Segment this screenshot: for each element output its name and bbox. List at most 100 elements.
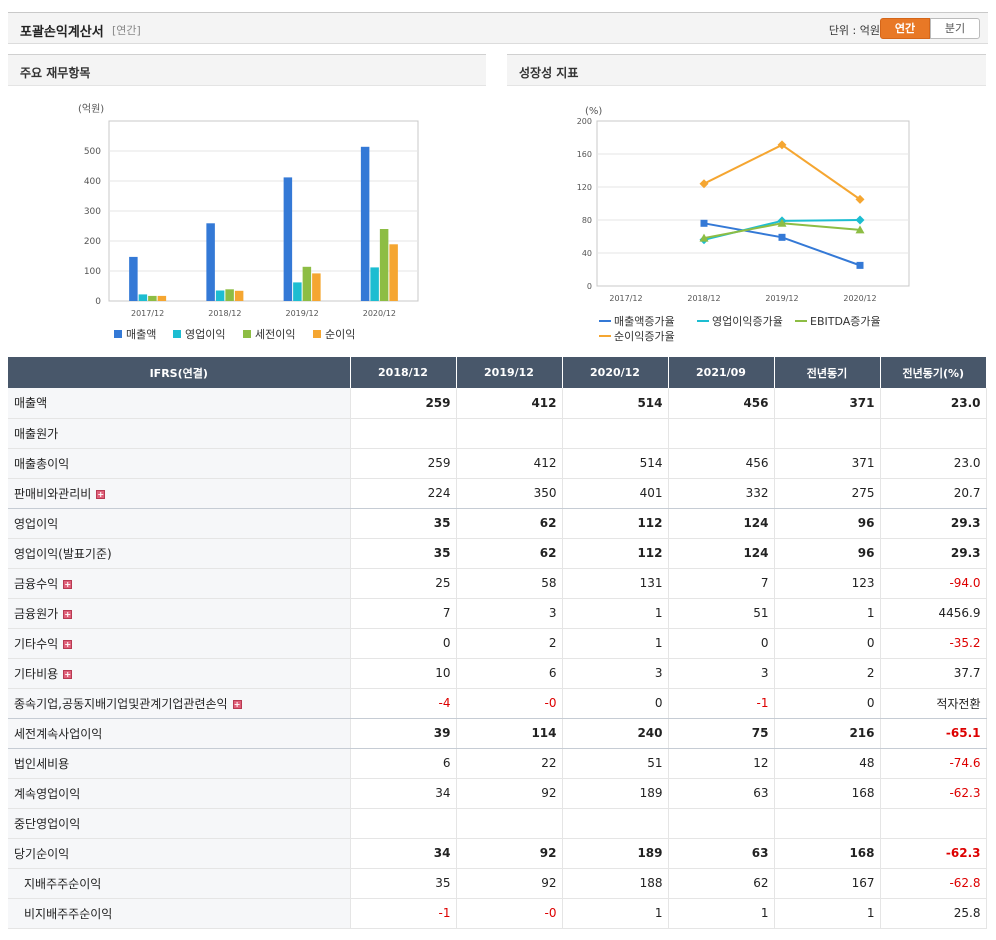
table-cell: 401 <box>562 478 669 509</box>
table-row: 중단영업이익 <box>8 808 987 839</box>
row-label: 중단영업이익 <box>8 808 351 839</box>
expand-plus-icon[interactable]: + <box>63 609 73 619</box>
table-cell: 7 <box>668 568 775 599</box>
table-cell: 2 <box>774 658 881 689</box>
point-marker <box>856 261 864 269</box>
table-cell: -0 <box>456 688 563 719</box>
point-marker <box>699 233 709 242</box>
table-cell <box>562 418 669 449</box>
expand-plus-icon[interactable]: + <box>96 489 106 499</box>
y-tick-label: 0 <box>95 297 101 307</box>
table-cell: 224 <box>350 478 457 509</box>
table-cell: 63 <box>668 778 775 809</box>
table-cell: 1 <box>562 598 669 629</box>
table-cell <box>668 418 775 449</box>
row-label-text: 영업이익 <box>14 516 59 531</box>
table-cell: -94.0 <box>880 568 987 599</box>
row-label[interactable]: 기타비용 + <box>8 658 351 689</box>
tab-quarter[interactable]: 분기 <box>930 18 980 39</box>
row-label-text: 영업이익(발표기준) <box>14 546 112 561</box>
panel-title: 성장성 지표 <box>507 54 986 86</box>
table-cell: 259 <box>350 388 457 419</box>
table-cell: 35 <box>350 508 457 539</box>
table-row: 금융수익 +25 58 131 7 123 -94.0 <box>8 568 987 599</box>
table-cell: 적자전환 <box>880 688 987 719</box>
row-label-text: 매출총이익 <box>14 456 70 471</box>
table-cell <box>350 418 457 449</box>
table-row: 매출원가 <box>8 418 987 449</box>
bar <box>360 146 370 301</box>
table-cell: 259 <box>350 448 457 479</box>
row-label-text: 금융원가 <box>14 606 59 621</box>
x-tick-label: 2019/12 <box>286 309 319 318</box>
row-label[interactable]: 판매비와관리비 + <box>8 478 351 509</box>
table-cell: 6 <box>350 748 457 779</box>
bar <box>148 295 157 301</box>
y-axis-label: (억원) <box>78 103 104 115</box>
row-label-text: 종속기업,공동지배기업및관계기업관련손익 <box>14 696 228 711</box>
column-header-period: 2021/09 <box>668 357 775 388</box>
period-label: [연간] <box>112 24 141 37</box>
table-cell: 0 <box>774 688 881 719</box>
table-cell: 3 <box>562 658 669 689</box>
table-cell: 167 <box>774 868 881 899</box>
table-cell: -62.3 <box>880 838 987 869</box>
point-marker <box>778 233 786 241</box>
table-cell <box>562 808 669 839</box>
table-cell: 371 <box>774 388 881 419</box>
row-label-text: 세전계속사업이익 <box>14 726 103 741</box>
table-cell: 112 <box>562 538 669 569</box>
table-cell: 514 <box>562 448 669 479</box>
table-cell: 10 <box>350 658 457 689</box>
table-cell: 25 <box>350 568 457 599</box>
legend-swatch <box>313 330 321 338</box>
x-tick-label: 2020/12 <box>363 309 396 318</box>
expand-plus-icon[interactable]: + <box>63 639 73 649</box>
table-cell <box>774 418 881 449</box>
financial-items-panel: 주요 재무항목 0 100 200 300 400 500 (억원) 2017/12 2018/… <box>8 54 486 354</box>
table-cell: -62.3 <box>880 778 987 809</box>
table-cell: 412 <box>456 388 563 419</box>
y-tick-label: 500 <box>84 147 101 157</box>
x-tick-label: 2017/12 <box>131 309 164 318</box>
expand-plus-icon[interactable]: + <box>63 579 73 589</box>
table-cell: 3 <box>668 658 775 689</box>
table-cell <box>880 418 987 449</box>
table-cell: 123 <box>774 568 881 599</box>
table-cell <box>668 808 775 839</box>
column-header-period: 2020/12 <box>562 357 669 388</box>
y-tick-label: 400 <box>84 177 101 187</box>
table-cell: 29.3 <box>880 538 987 569</box>
table-cell: 514 <box>562 388 669 419</box>
table-cell: 371 <box>774 448 881 479</box>
y-tick-label: 0 <box>587 282 592 291</box>
y-tick-label: 120 <box>577 183 592 192</box>
table-cell: 1 <box>562 628 669 659</box>
table-cell: 6 <box>456 658 563 689</box>
table-cell: 62 <box>456 508 563 539</box>
row-label[interactable]: 기타수익 + <box>8 628 351 659</box>
table-cell: 4456.9 <box>880 598 987 629</box>
table-cell: 332 <box>668 478 775 509</box>
bar <box>379 229 389 301</box>
row-label[interactable]: 금융원가 + <box>8 598 351 629</box>
row-label[interactable]: 종속기업,공동지배기업및관계기업관련손익 + <box>8 688 351 719</box>
tab-annual[interactable]: 연간 <box>880 18 930 39</box>
table-cell: 124 <box>668 538 775 569</box>
bar <box>293 282 302 301</box>
table-cell: 0 <box>774 628 881 659</box>
table-cell: 3 <box>456 598 563 629</box>
row-label-text: 계속영업이익 <box>14 786 81 801</box>
column-header-period: 2018/12 <box>350 357 457 388</box>
expand-plus-icon[interactable]: + <box>232 699 242 709</box>
table-cell: 75 <box>668 718 775 749</box>
row-label[interactable]: 금융수익 + <box>8 568 351 599</box>
expand-plus-icon[interactable]: + <box>63 669 73 679</box>
table-cell <box>350 808 457 839</box>
legend-swatch <box>173 330 181 338</box>
legend-label: 매출액 <box>126 328 156 341</box>
table-cell: 240 <box>562 718 669 749</box>
table-cell: 48 <box>774 748 881 779</box>
table-cell: 34 <box>350 838 457 869</box>
column-header-period: 2019/12 <box>456 357 563 388</box>
